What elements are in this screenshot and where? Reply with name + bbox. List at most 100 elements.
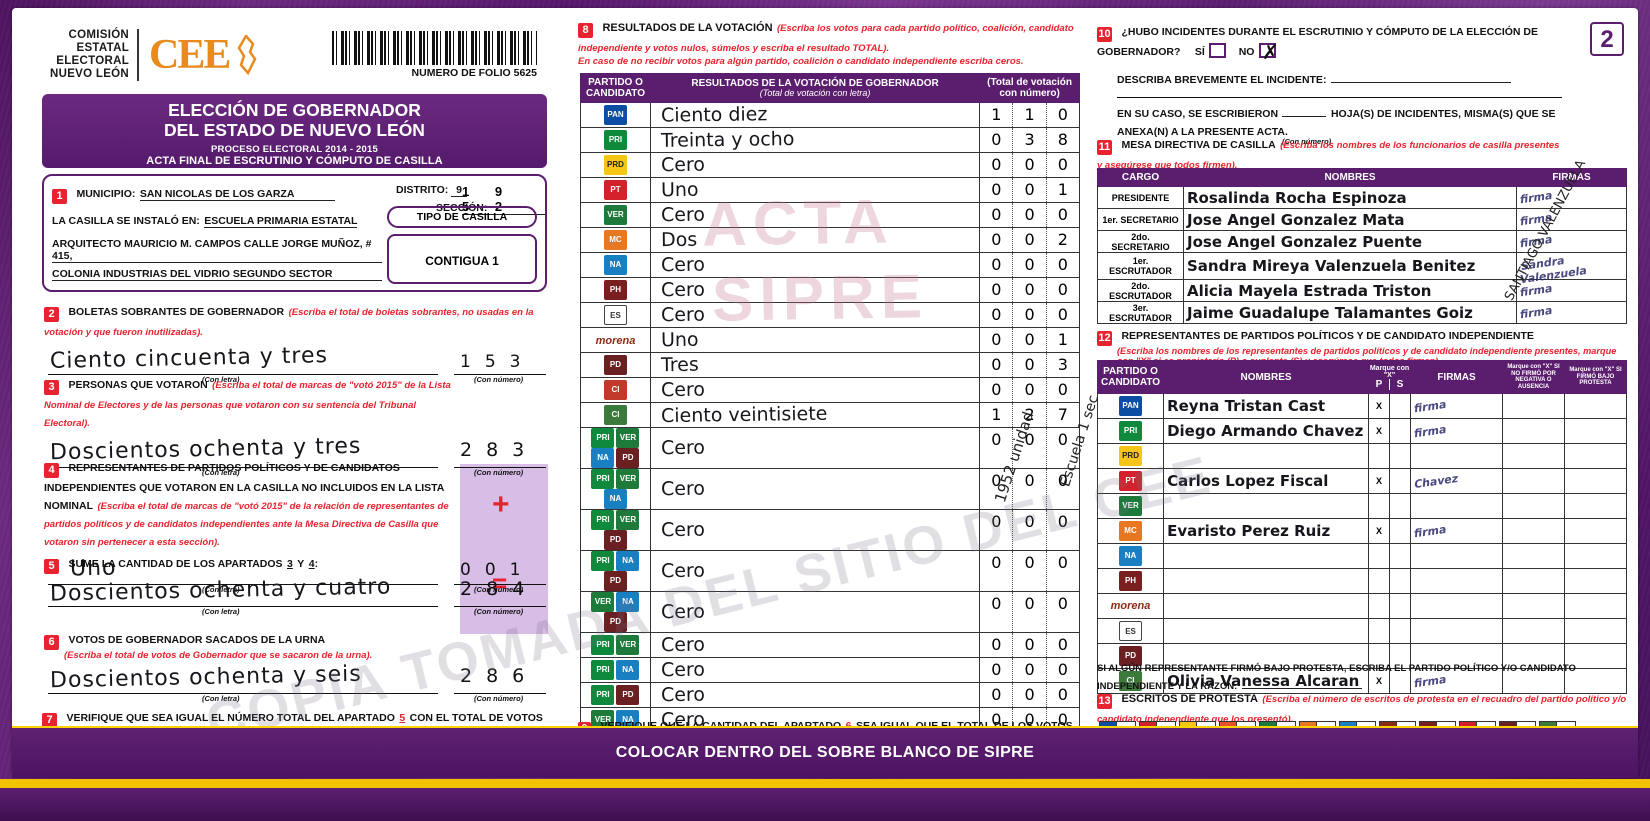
rep-suplente[interactable]: [1389, 518, 1411, 545]
mesa-firma[interactable]: firma: [1516, 301, 1627, 324]
rep-firma[interactable]: [1410, 618, 1503, 645]
rep-protesta[interactable]: [1564, 418, 1627, 445]
results-letra-cell[interactable]: Cero: [649, 152, 981, 178]
rep-firma[interactable]: [1410, 443, 1503, 470]
results-letra-cell[interactable]: Treinta y ocho: [649, 127, 981, 153]
rep-propietario[interactable]: X: [1368, 518, 1390, 545]
results-letra-cell[interactable]: Uno: [649, 327, 981, 353]
rep-firma[interactable]: [1410, 493, 1503, 520]
rep-nombre[interactable]: [1163, 543, 1369, 570]
rep-no-firmo[interactable]: [1502, 618, 1565, 645]
rep-protesta[interactable]: [1564, 568, 1627, 595]
mesa-firma[interactable]: Sandra Valenzuela: [1516, 252, 1627, 286]
rep-suplente[interactable]: [1389, 443, 1411, 470]
section-5-value-letra[interactable]: Doscientos ochenta y cuatro: [49, 574, 392, 607]
results-letra-cell[interactable]: Cero: [649, 377, 981, 403]
section-6-value-letra[interactable]: Doscientos ochenta y seis: [49, 661, 362, 694]
rep-firma[interactable]: [1410, 643, 1503, 670]
rep-no-firmo[interactable]: [1502, 568, 1565, 595]
section-4-value-numero[interactable]: 001: [460, 560, 535, 580]
describe-incident-input[interactable]: [1330, 71, 1511, 83]
rep-nombre[interactable]: Olivia Vanessa Alcaran: [1163, 668, 1369, 695]
rep-suplente[interactable]: [1389, 618, 1411, 645]
results-letra-cell[interactable]: Cero: [649, 509, 981, 551]
rep-no-firmo[interactable]: [1502, 543, 1565, 570]
rep-protesta[interactable]: [1564, 668, 1627, 695]
distrito-value[interactable]: 9: [451, 184, 468, 197]
rep-firma[interactable]: firma: [1410, 393, 1503, 420]
mesa-firma[interactable]: firma: [1516, 208, 1627, 231]
rep-suplente[interactable]: [1389, 593, 1411, 620]
rep-propietario[interactable]: X: [1368, 393, 1390, 420]
rep-protesta[interactable]: [1564, 443, 1627, 470]
rep-no-firmo[interactable]: [1502, 593, 1565, 620]
rep-no-firmo[interactable]: [1502, 393, 1565, 420]
section-3-value-numero[interactable]: 283: [460, 439, 539, 461]
section-2-value-letra[interactable]: Ciento cincuenta y tres: [49, 343, 329, 374]
results-letra-cell[interactable]: Ciento diez: [649, 102, 981, 128]
seccion-value[interactable]: 1 9 5 2: [462, 184, 545, 215]
rep-propietario[interactable]: X: [1368, 418, 1390, 445]
results-letra-cell[interactable]: Cero: [649, 468, 981, 510]
mesa-nombre[interactable]: Jose Angel Gonzalez Mata: [1183, 208, 1517, 231]
no-checkbox[interactable]: [1258, 40, 1279, 64]
rep-protesta[interactable]: [1564, 393, 1627, 420]
rep-no-firmo[interactable]: [1502, 443, 1565, 470]
rep-propietario[interactable]: [1368, 568, 1390, 595]
rep-nombre[interactable]: [1163, 618, 1369, 645]
rep-suplente[interactable]: [1389, 568, 1411, 595]
results-letra-cell[interactable]: Cero: [649, 657, 981, 683]
mesa-nombre[interactable]: Jaime Guadalupe Talamantes Goiz: [1183, 301, 1517, 324]
results-letra-cell[interactable]: Cero: [649, 277, 981, 303]
rep-nombre[interactable]: [1163, 593, 1369, 620]
results-letra-cell[interactable]: Cero: [649, 252, 981, 278]
si-checkbox[interactable]: [1209, 43, 1227, 58]
rep-firma[interactable]: [1410, 593, 1503, 620]
results-letra-cell[interactable]: Tres: [649, 352, 981, 378]
rep-firma[interactable]: [1410, 568, 1503, 595]
rep-no-firmo[interactable]: [1502, 518, 1565, 545]
rep-protesta[interactable]: [1564, 518, 1627, 545]
rep-no-firmo[interactable]: [1502, 418, 1565, 445]
rep-suplente[interactable]: [1389, 543, 1411, 570]
address-line-1[interactable]: ARQUITECTO MAURICIO M. CAMPOS CALLE JORG…: [52, 238, 382, 263]
municipio-value[interactable]: SAN NICOLAS DE LOS GARZA: [139, 188, 335, 201]
rep-nombre[interactable]: Evaristo Perez Ruiz: [1163, 518, 1369, 545]
rep-no-firmo[interactable]: [1502, 468, 1565, 495]
mesa-nombre[interactable]: Jose Angel Gonzalez Puente: [1183, 230, 1517, 253]
rep-suplente[interactable]: [1389, 418, 1411, 445]
rep-firma[interactable]: [1410, 543, 1503, 570]
rep-suplente[interactable]: [1389, 468, 1411, 495]
results-letra-cell[interactable]: Cero: [649, 427, 981, 469]
protesta-input[interactable]: [1241, 688, 1362, 689]
rep-nombre[interactable]: Carlos Lopez Fiscal: [1163, 468, 1369, 495]
rep-propietario[interactable]: [1368, 443, 1390, 470]
results-letra-cell[interactable]: Dos: [649, 227, 981, 253]
rep-propietario[interactable]: [1368, 543, 1390, 570]
rep-protesta[interactable]: [1564, 618, 1627, 645]
instalo-value[interactable]: ESCUELA PRIMARIA ESTATAL: [204, 215, 358, 228]
rep-propietario[interactable]: X: [1368, 468, 1390, 495]
results-letra-cell[interactable]: Cero: [649, 202, 981, 228]
mesa-nombre[interactable]: Rosalinda Rocha Espinoza: [1183, 186, 1517, 209]
address-line-2[interactable]: COLONIA INDUSTRIAS DEL VIDRIO SEGUNDO SE…: [52, 268, 382, 281]
rep-firma[interactable]: firma: [1410, 518, 1503, 545]
section-5-value-numero[interactable]: 284: [460, 578, 539, 600]
results-letra-cell[interactable]: Cero: [649, 302, 981, 328]
rep-protesta[interactable]: [1564, 593, 1627, 620]
